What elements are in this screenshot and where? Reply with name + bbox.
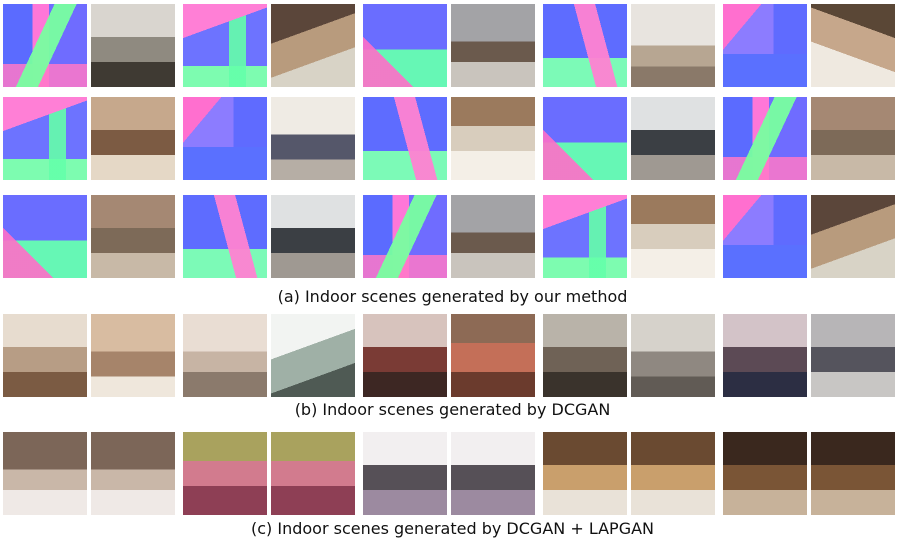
lapgan-output-image <box>271 432 355 515</box>
lapgan-input-image <box>3 432 87 515</box>
caption-c: (c) Indoor scenes generated by DCGAN + L… <box>250 519 654 538</box>
image-pair <box>363 4 535 87</box>
image-pair <box>543 97 715 180</box>
generated-scene-image <box>451 97 535 180</box>
surface-normal-map <box>363 4 447 87</box>
generated-scene-image <box>271 4 355 87</box>
generated-scene-image <box>811 195 895 278</box>
surface-normal-map <box>363 195 447 278</box>
generated-scene-image <box>271 97 355 180</box>
generated-scene-image <box>271 195 355 278</box>
dcgan-sample-image <box>811 314 895 397</box>
generated-scene-image <box>631 4 715 87</box>
surface-normal-map <box>723 4 807 87</box>
generated-scene-image <box>91 4 175 87</box>
dcgan-sample-image <box>451 314 535 397</box>
image-pair <box>363 432 535 515</box>
lapgan-input-image <box>363 432 447 515</box>
image-pair <box>723 195 895 278</box>
generated-scene-image <box>631 195 715 278</box>
image-pair <box>543 314 715 397</box>
image-pair <box>723 432 895 515</box>
generated-scene-image <box>451 4 535 87</box>
generated-scene-image <box>91 97 175 180</box>
caption-a: (a) Indoor scenes generated by our metho… <box>277 287 628 306</box>
generated-scene-image <box>451 195 535 278</box>
image-pair <box>543 432 715 515</box>
dcgan-sample-image <box>271 314 355 397</box>
surface-normal-map <box>543 97 627 180</box>
image-pair <box>3 432 175 515</box>
image-row <box>3 4 903 87</box>
lapgan-output-image <box>451 432 535 515</box>
surface-normal-map <box>183 97 267 180</box>
dcgan-sample-image <box>631 314 715 397</box>
surface-normal-map <box>543 4 627 87</box>
image-pair <box>363 314 535 397</box>
image-pair <box>183 314 355 397</box>
image-pair <box>3 195 175 278</box>
image-row <box>3 97 903 180</box>
image-pair <box>363 97 535 180</box>
image-row <box>3 432 903 515</box>
image-row <box>3 314 903 397</box>
image-pair <box>183 97 355 180</box>
dcgan-sample-image <box>183 314 267 397</box>
surface-normal-map <box>3 97 87 180</box>
surface-normal-map <box>723 97 807 180</box>
image-pair <box>723 4 895 87</box>
lapgan-output-image <box>811 432 895 515</box>
generated-scene-image <box>811 97 895 180</box>
dcgan-sample-image <box>3 314 87 397</box>
lapgan-output-image <box>631 432 715 515</box>
dcgan-sample-image <box>363 314 447 397</box>
surface-normal-map <box>723 195 807 278</box>
dcgan-sample-image <box>543 314 627 397</box>
lapgan-input-image <box>543 432 627 515</box>
surface-normal-map <box>543 195 627 278</box>
surface-normal-map <box>183 4 267 87</box>
image-pair <box>183 4 355 87</box>
image-row <box>3 195 903 278</box>
surface-normal-map <box>3 195 87 278</box>
image-pair <box>3 314 175 397</box>
surface-normal-map <box>183 195 267 278</box>
caption-b: (b) Indoor scenes generated by DCGAN <box>294 400 611 419</box>
image-pair <box>3 4 175 87</box>
image-pair <box>723 97 895 180</box>
image-pair <box>363 195 535 278</box>
image-pair <box>723 314 895 397</box>
surface-normal-map <box>363 97 447 180</box>
image-pair <box>3 97 175 180</box>
generated-scene-image <box>91 195 175 278</box>
dcgan-sample-image <box>723 314 807 397</box>
lapgan-output-image <box>91 432 175 515</box>
dcgan-sample-image <box>91 314 175 397</box>
lapgan-input-image <box>183 432 267 515</box>
image-pair <box>543 4 715 87</box>
lapgan-input-image <box>723 432 807 515</box>
image-pair <box>183 195 355 278</box>
generated-scene-image <box>631 97 715 180</box>
surface-normal-map <box>3 4 87 87</box>
image-pair <box>183 432 355 515</box>
generated-scene-image <box>811 4 895 87</box>
image-pair <box>543 195 715 278</box>
